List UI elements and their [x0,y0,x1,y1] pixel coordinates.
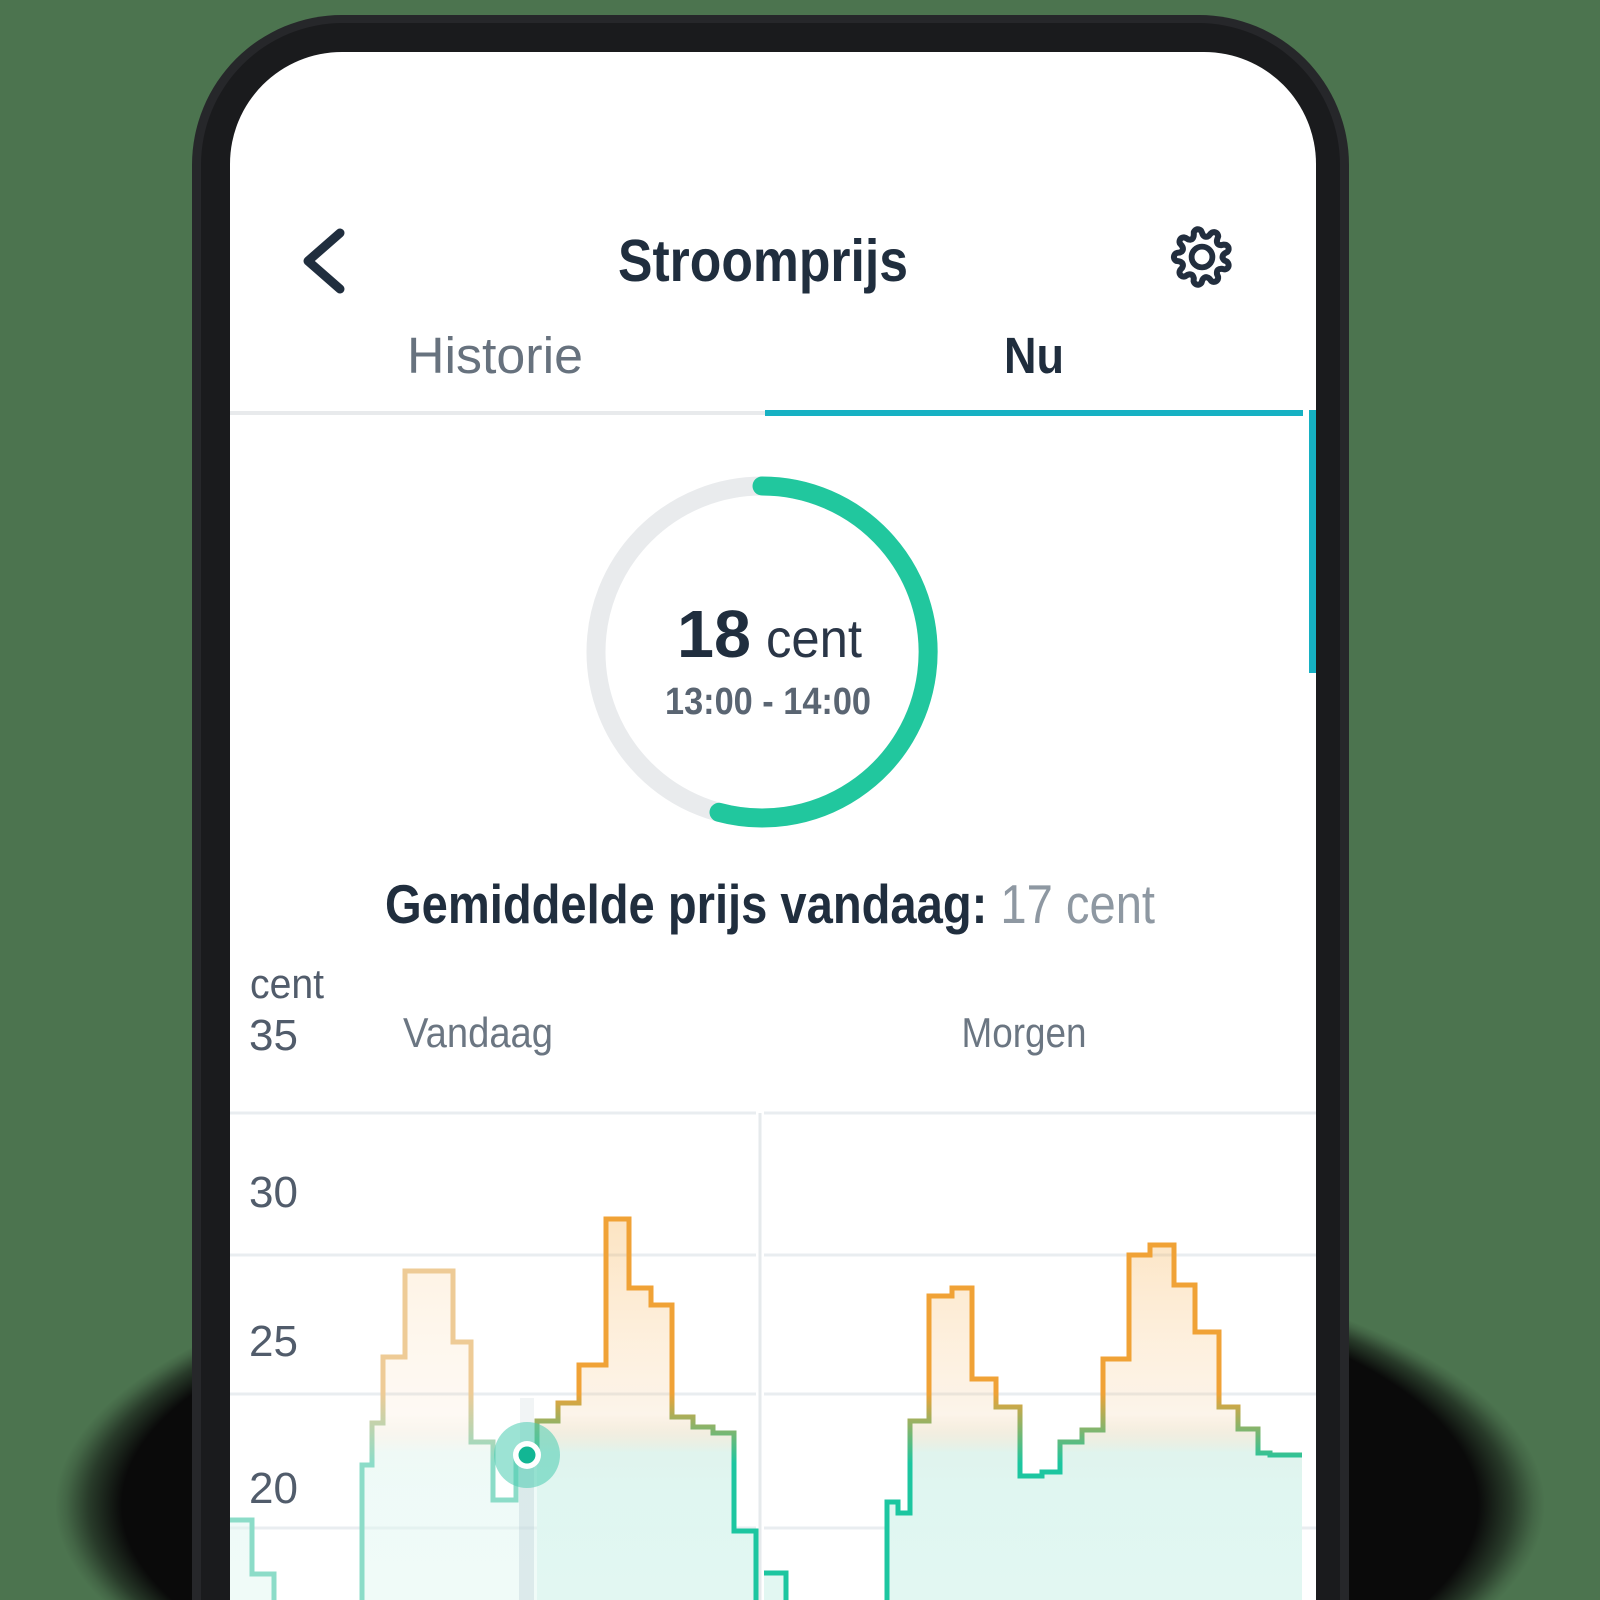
svg-text:Morgen: Morgen [962,1009,1087,1056]
svg-text:18: 18 [677,597,751,672]
svg-text:Nu: Nu [1004,327,1064,384]
svg-text:20: 20 [249,1464,298,1513]
svg-text:cent: cent [766,609,862,669]
svg-text:13:00 - 14:00: 13:00 - 14:00 [665,681,871,723]
svg-text:Stroomprijs: Stroomprijs [618,228,908,294]
svg-text:35: 35 [249,1011,298,1060]
svg-text:cent: cent [250,960,324,1007]
svg-text:25: 25 [249,1317,298,1366]
svg-text:Gemiddelde prijs vandaag: 17 c: Gemiddelde prijs vandaag: 17 cent [385,873,1155,935]
svg-text:30: 30 [249,1168,298,1217]
svg-text:Historie: Historie [407,327,583,384]
svg-text:Vandaag: Vandaag [403,1009,553,1056]
